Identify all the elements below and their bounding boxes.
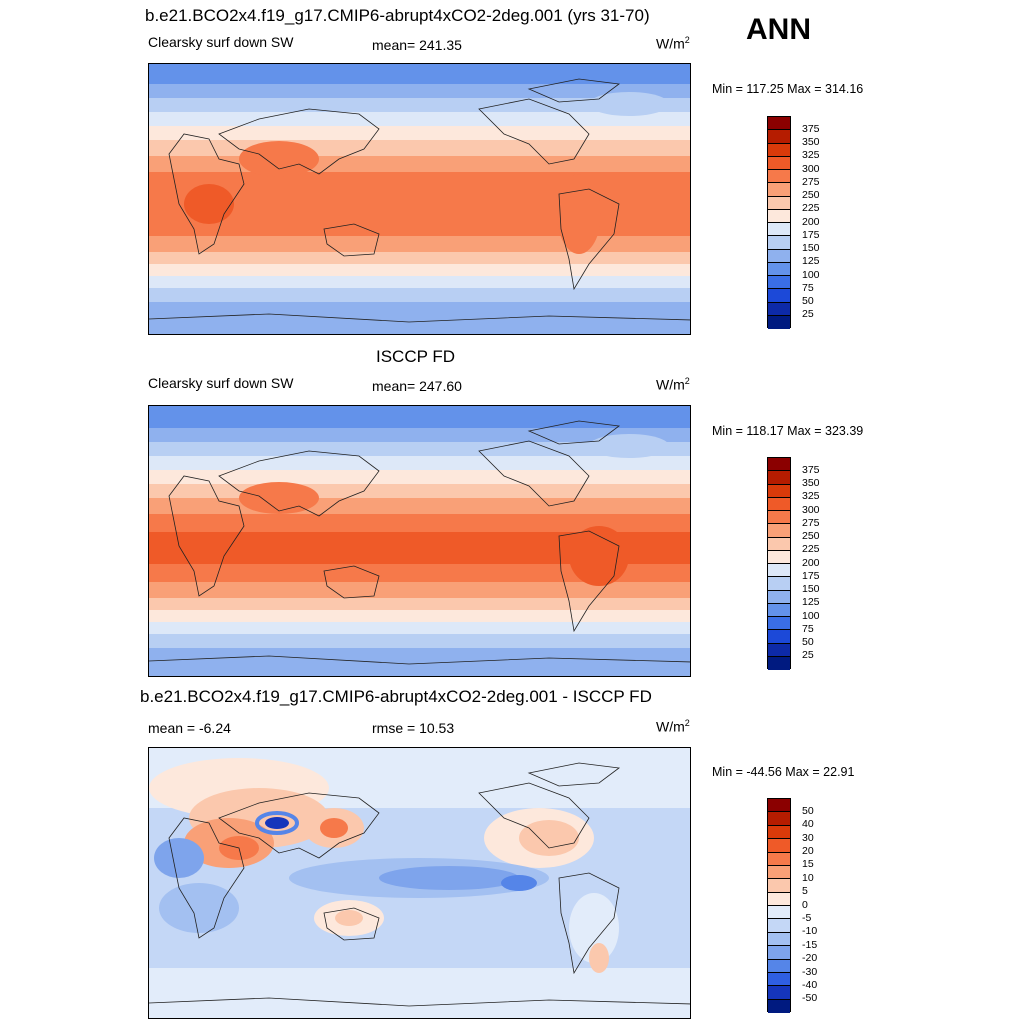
panel-3-map xyxy=(148,747,691,1019)
panel-2-minmax: Min = 118.17 Max = 323.39 xyxy=(712,424,864,438)
colorbar-tick-label: 20 xyxy=(802,845,814,857)
panel-1-units: W/m2 xyxy=(656,35,690,52)
colorbar-tick-label: 275 xyxy=(802,176,820,188)
colorbar-tick-label: -15 xyxy=(802,939,818,951)
colorbar-tick-label: -10 xyxy=(802,925,818,937)
colorbar-tick-label: 175 xyxy=(802,229,820,241)
colorbar-tick-label: 15 xyxy=(802,858,814,870)
colorbar-tick-label: 10 xyxy=(802,872,814,884)
panel-2-map xyxy=(148,405,691,677)
panel-2-variable-label: Clearsky surf down SW xyxy=(148,375,294,391)
colorbar-tick-label: 150 xyxy=(802,242,820,254)
panel-2-colorbar xyxy=(767,457,791,670)
panel-1-colorbar xyxy=(767,116,791,329)
season-label: ANN xyxy=(746,13,811,46)
colorbar-tick-label: 75 xyxy=(802,282,814,294)
colorbar-tick-label: 375 xyxy=(802,123,820,135)
colorbar-tick-label: 50 xyxy=(802,636,814,648)
panel-2-mean-label: mean= 247.60 xyxy=(372,378,462,394)
panel-2-title: ISCCP FD xyxy=(376,347,456,366)
colorbar-tick-label: 375 xyxy=(802,464,820,476)
colorbar-tick-label: 150 xyxy=(802,583,820,595)
panel-3-title: b.e21.BCO2x4.f19_g17.CMIP6-abrupt4xCO2-2… xyxy=(140,687,652,706)
colorbar-tick-label: -50 xyxy=(802,992,818,1004)
colorbar-tick-label: -30 xyxy=(802,966,818,978)
colorbar-tick-label: 300 xyxy=(802,163,820,175)
colorbar-tick-label: 50 xyxy=(802,805,814,817)
colorbar-tick-label: 25 xyxy=(802,308,814,320)
panel-1-minmax: Min = 117.25 Max = 314.16 xyxy=(712,82,864,96)
colorbar-tick-label: 325 xyxy=(802,149,820,161)
colorbar-tick-label: 125 xyxy=(802,255,820,267)
panel-2-units: W/m2 xyxy=(656,376,690,393)
colorbar-tick-label: 50 xyxy=(802,295,814,307)
colorbar-tick-label: 200 xyxy=(802,557,820,569)
colorbar-tick-label: 225 xyxy=(802,202,820,214)
colorbar-tick-label: 275 xyxy=(802,517,820,529)
panel-3-mean-label: mean = -6.24 xyxy=(148,720,231,736)
colorbar-tick-label: 250 xyxy=(802,189,820,201)
panel-1-title: b.e21.BCO2x4.f19_g17.CMIP6-abrupt4xCO2-2… xyxy=(145,6,650,25)
colorbar-tick-label: 200 xyxy=(802,216,820,228)
colorbar-tick-label: 175 xyxy=(802,570,820,582)
colorbar-tick-label: 225 xyxy=(802,543,820,555)
colorbar-tick-label: -20 xyxy=(802,952,818,964)
panel-3-rmse-label: rmse = 10.53 xyxy=(372,720,455,736)
colorbar-tick-label: 75 xyxy=(802,623,814,635)
panel-1-variable-label: Clearsky surf down SW xyxy=(148,34,294,50)
colorbar-tick-label: 250 xyxy=(802,530,820,542)
colorbar-tick-label: -5 xyxy=(802,912,812,924)
colorbar-tick-label: 350 xyxy=(802,136,820,148)
colorbar-tick-label: 5 xyxy=(802,885,808,897)
colorbar-tick-label: 25 xyxy=(802,649,814,661)
panel-3-minmax: Min = -44.56 Max = 22.91 xyxy=(712,765,855,779)
colorbar-tick-label: 40 xyxy=(802,818,814,830)
colorbar-tick-label: 125 xyxy=(802,596,820,608)
panel-3-colorbar xyxy=(767,798,791,1013)
panel-3-units: W/m2 xyxy=(656,718,690,735)
colorbar-tick-label: 30 xyxy=(802,832,814,844)
colorbar-tick-label: 100 xyxy=(802,269,820,281)
colorbar-tick-label: 100 xyxy=(802,610,820,622)
colorbar-tick-label: 300 xyxy=(802,504,820,516)
panel-1-mean-label: mean= 241.35 xyxy=(372,37,462,53)
colorbar-tick-label: 350 xyxy=(802,477,820,489)
colorbar-tick-label: 325 xyxy=(802,490,820,502)
panel-1-map xyxy=(148,63,691,335)
colorbar-tick-label: 0 xyxy=(802,899,808,911)
colorbar-tick-label: -40 xyxy=(802,979,818,991)
